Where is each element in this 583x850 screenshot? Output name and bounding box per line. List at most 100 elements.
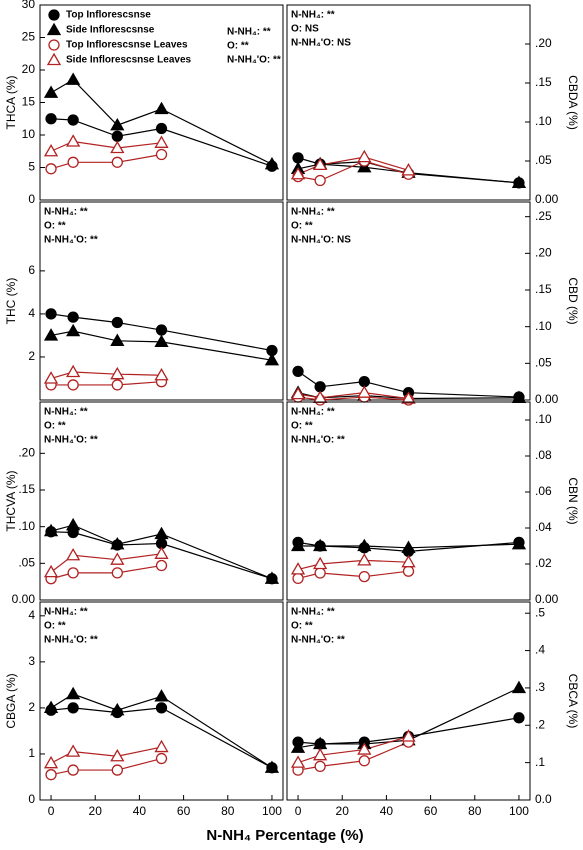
marker [154,135,169,148]
marker [67,567,79,579]
marker [43,371,59,384]
annotation: O: NS [291,24,319,35]
series-line [297,570,409,579]
marker [314,174,326,187]
marker [45,113,57,125]
marker [264,352,280,366]
marker [513,712,525,724]
y-tick-label: 1 [28,746,35,760]
marker [357,385,372,398]
annotation: N-NH₄: ** [227,27,271,38]
marker [154,739,169,753]
x-tick-label: 60 [177,804,191,818]
series-line [51,381,162,386]
marker [67,702,79,714]
marker [66,517,81,531]
x-tick-label: 40 [380,804,394,818]
legend-label: Side Inflorescsnse Leaves [66,55,192,66]
y-tick-label: .05 [18,556,35,570]
marker [110,748,125,762]
marker [154,546,169,559]
marker [511,536,527,550]
marker [111,316,123,329]
marker [154,101,169,115]
y-tick-label: .25 [535,209,552,223]
marker [401,391,416,404]
y-tick-label: .20 [535,36,552,50]
series-line [297,392,409,400]
annotation: N-NH₄: ** [291,407,335,418]
annotation: N-NH₄: ** [44,607,88,618]
y-tick-label: 0.0 [535,792,552,806]
marker [66,686,81,700]
annotation: N-NH₄: ** [291,207,335,218]
marker [66,72,81,85]
marker [67,311,79,323]
marker [66,547,81,561]
y-tick-label: .3 [535,680,545,694]
series-line [50,371,162,380]
series-line [50,757,162,776]
marker [43,755,59,769]
x-tick-label: 0 [295,804,302,818]
y-tick-label: 2 [28,349,35,363]
marker [313,157,328,171]
marker [110,702,125,716]
y-tick-label: 6 [28,263,35,277]
x-tick-label: 20 [336,804,350,818]
series-line [50,553,162,573]
x-tick-label: 100 [509,804,529,818]
y-tick-label: 4 [28,306,35,320]
marker [43,564,59,578]
marker [290,562,306,575]
annotation: N-NH₄: ** [44,407,88,418]
marker [401,163,416,176]
marker [264,156,280,170]
marker [154,367,169,381]
marker [43,85,59,98]
y-tick-label: 20 [22,62,36,76]
marker [110,536,125,550]
marker [154,689,169,702]
marker [154,526,169,540]
marker [45,769,57,781]
marker [45,163,57,175]
y-axis-label: CBDA (%) [566,75,580,130]
marker [110,140,125,154]
marker [290,166,306,180]
panel-frame [286,401,531,601]
marker [155,122,168,135]
marker [155,752,168,765]
y-tick-label: .10 [18,519,35,533]
y-tick-label: .05 [535,153,552,167]
annotation: O: ** [291,621,313,632]
marker [290,386,306,400]
y-tick-label: 2 [28,700,35,714]
panel-frame [39,601,284,801]
legend-marker [48,9,60,21]
y-tick-label: .08 [535,448,552,462]
series-line [297,156,409,175]
y-axis-label: THCA (%) [4,75,18,129]
marker [511,175,527,188]
marker [314,381,326,393]
annotation: N-NH₄'O: ** [227,55,281,66]
marker [264,571,280,584]
y-tick-label: .4 [535,643,545,657]
legend-marker [48,39,60,51]
marker [66,364,81,378]
y-tick-label: .20 [535,246,552,260]
y-axis-label: CBD (%) [566,277,580,324]
annotation: N-NH₄: ** [44,207,88,218]
annotation: N-NH₄'O: ** [44,235,98,246]
y-axis-label: CBGA (%) [4,673,18,728]
y-tick-label: .04 [535,520,552,534]
marker [110,552,125,565]
y-tick-label: .02 [535,556,552,570]
marker [314,760,326,773]
marker [292,152,304,164]
y-tick-label: .1 [535,755,545,769]
marker [313,538,328,552]
annotation: N-NH₄: ** [291,607,335,618]
